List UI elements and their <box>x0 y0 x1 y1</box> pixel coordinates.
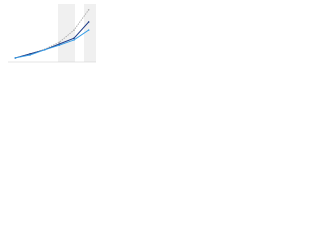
point <box>73 37 75 40</box>
point <box>87 21 90 23</box>
point <box>87 29 90 31</box>
point <box>73 29 75 31</box>
chart <box>0 0 100 71</box>
line-series <box>15 21 90 59</box>
shaded-band <box>58 4 75 62</box>
shaded-band <box>84 4 96 62</box>
line-series <box>15 29 89 59</box>
point <box>29 53 31 55</box>
point <box>58 41 61 44</box>
point <box>87 9 90 11</box>
point <box>58 44 61 46</box>
point <box>14 57 17 59</box>
point <box>58 43 61 45</box>
page: (() => { const data = JSON.parse(documen… <box>0 0 320 71</box>
point <box>43 49 46 51</box>
point <box>29 54 31 56</box>
point <box>73 39 75 41</box>
background <box>0 0 100 71</box>
